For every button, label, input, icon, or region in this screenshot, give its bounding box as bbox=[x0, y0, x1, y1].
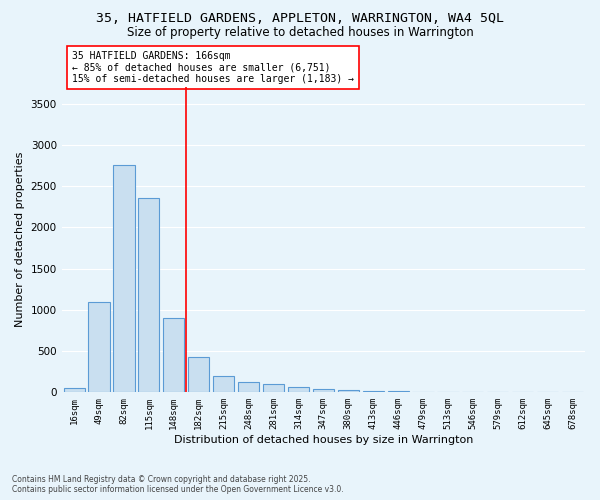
Text: Size of property relative to detached houses in Warrington: Size of property relative to detached ho… bbox=[127, 26, 473, 39]
Text: Contains public sector information licensed under the Open Government Licence v3: Contains public sector information licen… bbox=[12, 486, 344, 494]
Bar bbox=[163, 318, 184, 392]
Bar bbox=[188, 357, 209, 392]
Bar bbox=[338, 390, 359, 392]
Bar bbox=[362, 390, 384, 392]
X-axis label: Distribution of detached houses by size in Warrington: Distribution of detached houses by size … bbox=[173, 435, 473, 445]
Text: 35 HATFIELD GARDENS: 166sqm
← 85% of detached houses are smaller (6,751)
15% of : 35 HATFIELD GARDENS: 166sqm ← 85% of det… bbox=[72, 51, 354, 84]
Bar bbox=[64, 388, 85, 392]
Bar bbox=[88, 302, 110, 392]
Bar bbox=[238, 382, 259, 392]
Bar bbox=[288, 388, 309, 392]
Y-axis label: Number of detached properties: Number of detached properties bbox=[15, 152, 25, 328]
Bar bbox=[138, 198, 160, 392]
Text: Contains HM Land Registry data © Crown copyright and database right 2025.: Contains HM Land Registry data © Crown c… bbox=[12, 476, 311, 484]
Bar bbox=[113, 166, 134, 392]
Bar bbox=[313, 389, 334, 392]
Text: 35, HATFIELD GARDENS, APPLETON, WARRINGTON, WA4 5QL: 35, HATFIELD GARDENS, APPLETON, WARRINGT… bbox=[96, 12, 504, 26]
Bar bbox=[263, 384, 284, 392]
Bar bbox=[388, 391, 409, 392]
Bar bbox=[213, 376, 234, 392]
